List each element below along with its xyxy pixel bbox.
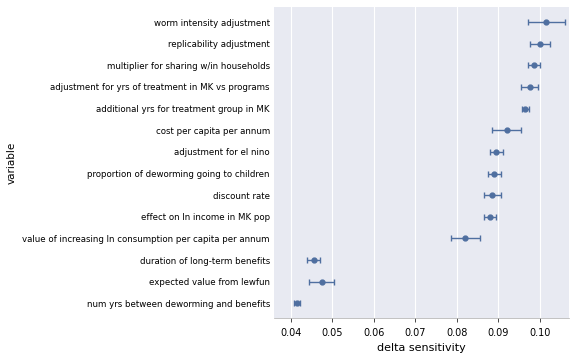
Y-axis label: variable: variable (7, 141, 17, 184)
X-axis label: delta sensitivity: delta sensitivity (377, 343, 466, 353)
